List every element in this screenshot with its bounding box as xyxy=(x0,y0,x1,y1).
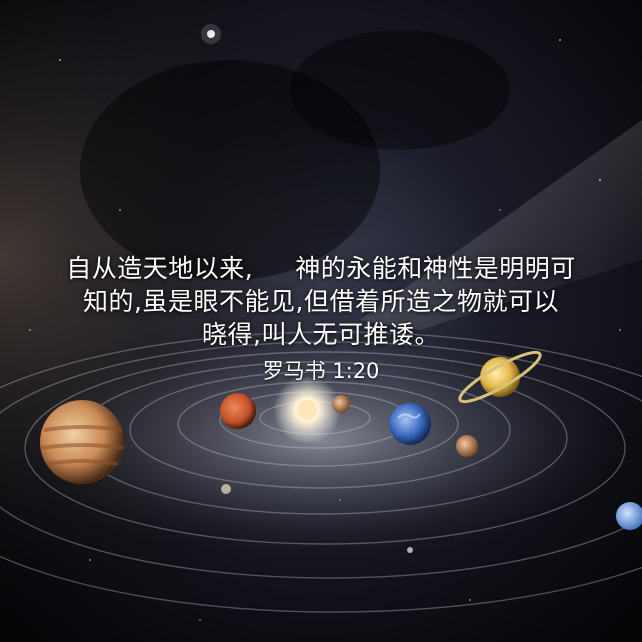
verse-line-1: 自从造天地以来, 神的永能和神性是明明可 xyxy=(0,252,642,285)
earth-planet xyxy=(389,403,431,445)
jupiter-planet xyxy=(40,400,124,484)
venus-planet xyxy=(332,395,350,413)
saturn-planet xyxy=(458,350,542,404)
mercury-planet xyxy=(456,435,478,457)
verse-line-2: 知的,虽是眼不能见,但借着所造之物就可以 xyxy=(83,287,559,316)
verse-line-1-part-b: 神的永能和神性是明明可 xyxy=(295,254,576,283)
verse-line-1-part-a: 自从造天地以来, xyxy=(66,254,254,283)
neptune-planet xyxy=(616,502,642,530)
scripture-verse: 自从造天地以来, 神的永能和神性是明明可 知的,虽是眼不能见,但借着所造之物就可以… xyxy=(0,252,642,351)
verse-line-3: 晓得,叫人无可推诿。 xyxy=(202,320,440,349)
scripture-reference: 罗马书 1:20 xyxy=(262,359,380,383)
moon xyxy=(221,484,231,494)
mars-planet xyxy=(220,393,256,429)
